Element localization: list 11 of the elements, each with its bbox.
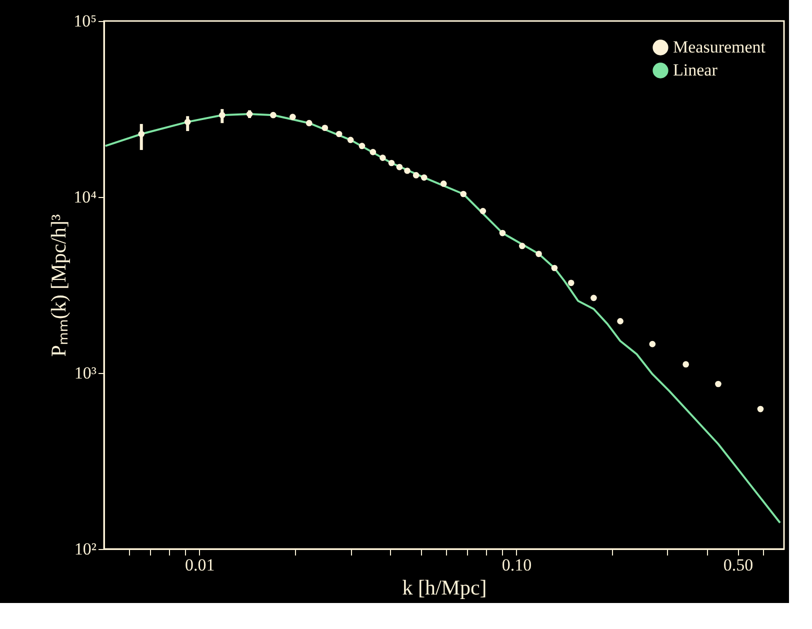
x-axis-title: k [h/Mpc]	[402, 576, 487, 600]
legend-label: Measurement	[673, 38, 766, 56]
y-tick-label: 10³	[74, 364, 96, 382]
x-tick-label: 0.01	[185, 556, 215, 574]
y-tick-label: 10⁴	[74, 188, 97, 206]
legend-label: Linear	[673, 60, 718, 80]
y-tick-label: 10⁵	[74, 12, 97, 30]
y-tick-label: 10²	[74, 540, 96, 558]
x-tick-label: 0.50	[723, 556, 754, 574]
y-axis-title: Pₘₘ(k) [Mpc/h]³	[46, 214, 71, 357]
x-tick-label: 0.10	[502, 556, 532, 574]
